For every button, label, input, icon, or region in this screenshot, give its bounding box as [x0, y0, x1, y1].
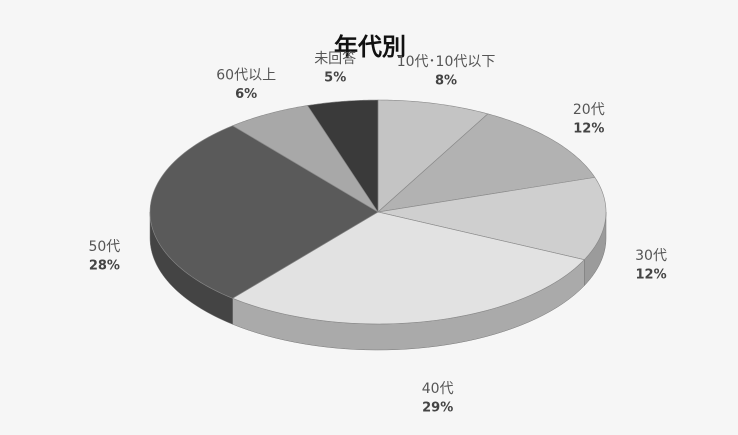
chart-title: 年代別 — [334, 33, 406, 61]
slice-label: 10代･10代以下 — [397, 54, 496, 70]
slice-value-label: 5% — [324, 71, 346, 86]
slice-label: 30代 — [635, 248, 667, 264]
slice — [149, 125, 379, 299]
slice — [231, 211, 585, 325]
slice-label: 40代 — [422, 381, 454, 397]
slice-label: 未回答 — [314, 50, 356, 67]
slice — [231, 105, 379, 213]
slice-value-label: 12% — [573, 122, 604, 137]
slice-value-label: 6% — [235, 87, 257, 102]
slice-value-label: 8% — [435, 73, 457, 88]
slice — [307, 99, 379, 213]
slice — [377, 113, 596, 213]
slice-label: 50代 — [88, 239, 120, 255]
slice — [377, 177, 607, 261]
slice-label: 60代以上 — [216, 67, 276, 83]
slice-label: 20代 — [573, 102, 605, 118]
slice — [377, 99, 489, 213]
slice-value-label: 29% — [422, 401, 453, 416]
slice-value-label: 12% — [635, 268, 666, 283]
slice-value-label: 28% — [89, 259, 120, 274]
